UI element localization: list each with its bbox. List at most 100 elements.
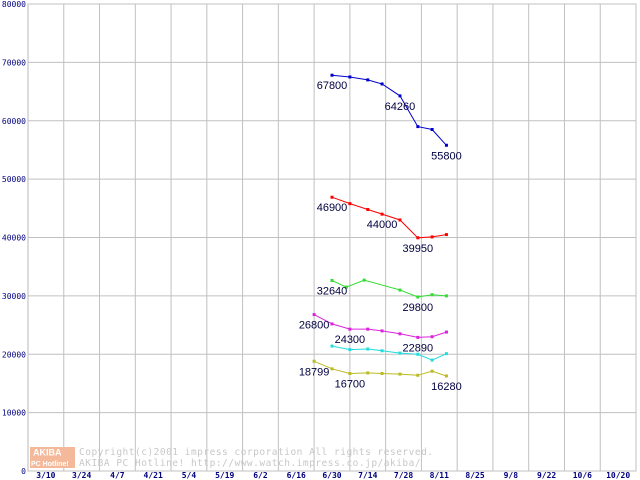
data-point xyxy=(348,327,352,331)
x-tick-label: 8/11 xyxy=(430,471,449,480)
data-point xyxy=(348,75,352,79)
data-label: 18799 xyxy=(299,366,330,378)
data-point xyxy=(348,348,352,352)
data-point xyxy=(362,278,366,282)
x-tick-label: 10/20 xyxy=(606,471,630,480)
data-point xyxy=(380,329,384,333)
series-line xyxy=(331,345,447,361)
data-point xyxy=(330,278,334,282)
x-axis-ticks: 3/10 3/24 4/7 4/21 5/4 5/19 6/2 6/16 6/30 7/14 7/2… xyxy=(36,471,630,480)
data-point xyxy=(344,285,348,289)
data-label: 16700 xyxy=(335,379,366,391)
y-tick-label: 70000 xyxy=(2,58,26,67)
data-point xyxy=(444,294,448,298)
data-point xyxy=(366,78,370,82)
data-point xyxy=(430,128,434,132)
data-point xyxy=(312,313,316,317)
data-point xyxy=(416,335,420,339)
x-tick-label: 7/28 xyxy=(394,471,413,480)
data-point xyxy=(380,349,384,353)
data-point xyxy=(312,359,316,363)
data-point xyxy=(330,322,334,326)
data-point xyxy=(348,202,352,206)
y-axis-ticks: 0 10000 20000 30000 40000 50000 60000 70000 8000… xyxy=(2,0,26,476)
data-point xyxy=(330,195,334,199)
data-point xyxy=(330,367,334,371)
data-label: 32640 xyxy=(317,285,348,297)
data-label: 44000 xyxy=(367,219,398,231)
y-tick-label: 0 xyxy=(21,467,26,476)
logo-top-box xyxy=(30,447,75,457)
logo-top: AKIBA xyxy=(33,448,62,458)
y-tick-label: 80000 xyxy=(2,0,26,9)
data-point xyxy=(330,73,334,77)
data-point xyxy=(380,212,384,216)
logo-bottom-box xyxy=(30,457,75,468)
y-tick-label: 50000 xyxy=(2,175,26,184)
data-point xyxy=(330,344,334,348)
data-point xyxy=(430,293,434,297)
series-6: 18799 16700 16280 xyxy=(299,359,462,393)
series-5 xyxy=(330,344,448,362)
data-point xyxy=(366,371,370,375)
data-label: 29800 xyxy=(403,302,434,314)
y-tick-label: 30000 xyxy=(2,292,26,301)
data-point xyxy=(366,207,370,211)
data-point xyxy=(430,335,434,339)
series-4: 26800 24300 22890 xyxy=(299,313,448,354)
data-label: 46900 xyxy=(317,202,348,214)
data-point xyxy=(398,372,402,376)
copyright-line-2: AKIBA PC Hotline! http://www.watch.impre… xyxy=(79,458,421,469)
data-point xyxy=(444,330,448,334)
series-line xyxy=(331,196,447,239)
series-3: 32640 29800 xyxy=(317,278,448,314)
x-tick-label: 9/8 xyxy=(504,471,519,480)
data-point xyxy=(366,327,370,331)
data-point xyxy=(380,372,384,376)
logo-bottom: PC Hotline! xyxy=(31,461,69,468)
y-tick-label: 60000 xyxy=(2,117,26,126)
x-tick-label: 5/4 xyxy=(182,471,197,480)
x-tick-label: 3/10 xyxy=(36,471,55,480)
data-point xyxy=(444,233,448,237)
data-label: 55800 xyxy=(431,150,462,162)
x-tick-label: 3/24 xyxy=(72,471,91,480)
data-point xyxy=(416,125,420,129)
copyright-line-1: Copyright(c)2001 impress corporation All… xyxy=(79,447,434,458)
data-label: 64260 xyxy=(385,101,416,113)
footer-watermark: AKIBA PC Hotline! Copyright(c)2001 impre… xyxy=(30,447,434,469)
data-point xyxy=(398,218,402,222)
series-group: 67800 64260 55800 46900 44000 39950 32640 29800… xyxy=(299,73,462,393)
data-point xyxy=(398,332,402,336)
data-point xyxy=(444,374,448,378)
data-label: 24300 xyxy=(335,334,366,346)
data-point xyxy=(416,295,420,299)
data-point xyxy=(398,94,402,98)
grid xyxy=(27,3,637,472)
y-tick-label: 20000 xyxy=(2,350,26,359)
data-point xyxy=(366,347,370,351)
data-point xyxy=(430,235,434,239)
x-tick-label: 7/14 xyxy=(358,471,377,480)
x-tick-label: 4/21 xyxy=(144,471,163,480)
series-line xyxy=(331,74,447,146)
series-2: 46900 44000 39950 xyxy=(317,195,448,255)
y-tick-label: 10000 xyxy=(2,409,26,418)
series-1: 67800 64260 55800 xyxy=(317,73,462,162)
x-tick-label: 4/7 xyxy=(110,471,125,480)
x-tick-label: 9/22 xyxy=(537,471,556,480)
x-tick-label: 6/16 xyxy=(287,471,306,480)
series-line xyxy=(331,279,447,298)
data-point xyxy=(430,358,434,362)
x-tick-label: 6/30 xyxy=(322,471,341,480)
data-point xyxy=(398,288,402,292)
y-tick-label: 40000 xyxy=(2,234,26,243)
data-point xyxy=(398,351,402,355)
data-point xyxy=(430,369,434,373)
data-label: 67800 xyxy=(317,80,348,92)
data-point xyxy=(416,373,420,377)
x-tick-label: 10/6 xyxy=(573,471,592,480)
x-tick-label: 5/19 xyxy=(215,471,234,480)
data-point xyxy=(416,352,420,356)
